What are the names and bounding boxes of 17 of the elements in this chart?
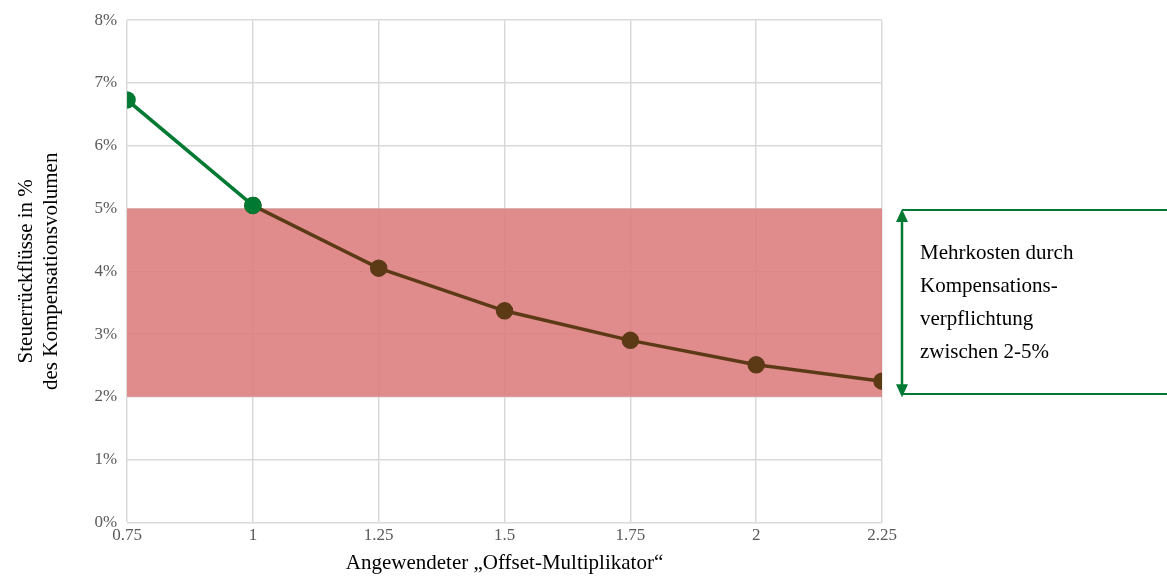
x-tick-label: 2.25 xyxy=(867,525,897,545)
x-tick-label: 1 xyxy=(248,525,258,545)
band-label: Mehrkosten durch Kompensations- verpflichtung zwischen 2-5% xyxy=(920,238,1074,365)
x-tick-label: 2 xyxy=(751,525,761,545)
x-axis-title: Angewendeter „Offset-Multiplikator“ xyxy=(345,549,664,574)
y-tick-label: 7% xyxy=(94,72,118,92)
x-tick-label: 1.5 xyxy=(493,525,516,545)
y-tick-label: 2% xyxy=(94,386,118,406)
y-tick-label: 6% xyxy=(94,135,118,155)
y-tick-label: 5% xyxy=(94,197,118,217)
y-tick-label: 4% xyxy=(94,260,118,280)
y-axis-title: Steuerrückflüsse in % des Kompensationsvolumen xyxy=(13,152,63,390)
y-tick-label: 1% xyxy=(94,449,118,469)
x-tick-label: 1.25 xyxy=(363,525,394,545)
x-tick-label: 1.75 xyxy=(615,525,646,545)
y-tick-label: 8% xyxy=(94,9,118,29)
y-tick-label: 3% xyxy=(94,323,118,343)
